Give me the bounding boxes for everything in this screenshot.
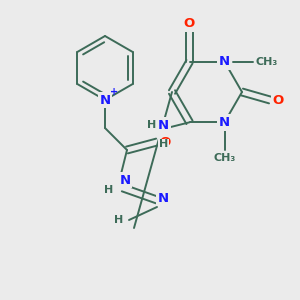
Text: N: N bbox=[219, 55, 230, 68]
Text: +: + bbox=[110, 87, 118, 97]
Text: N: N bbox=[219, 116, 230, 129]
Text: H: H bbox=[159, 139, 168, 149]
Text: O: O bbox=[272, 94, 284, 106]
Text: H: H bbox=[114, 215, 124, 225]
Text: H: H bbox=[104, 185, 114, 195]
Text: CH₃: CH₃ bbox=[256, 57, 278, 67]
Text: O: O bbox=[184, 17, 195, 30]
Text: CH₃: CH₃ bbox=[213, 153, 236, 163]
Text: H: H bbox=[147, 120, 157, 130]
Text: N: N bbox=[99, 94, 111, 106]
Text: N: N bbox=[119, 173, 130, 187]
Text: N: N bbox=[158, 119, 169, 132]
Text: N: N bbox=[158, 191, 169, 205]
Text: O: O bbox=[159, 136, 171, 148]
